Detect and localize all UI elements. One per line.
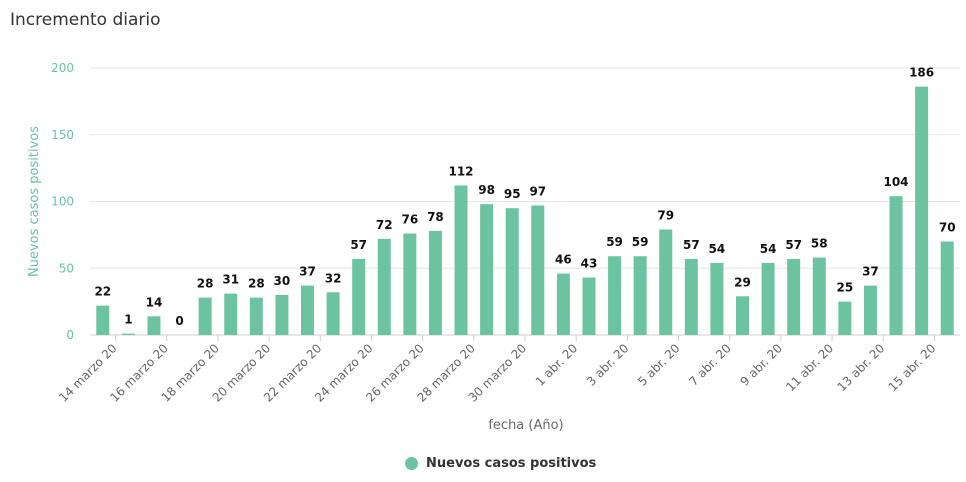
- bar[interactable]: [301, 285, 314, 335]
- data-label: 28: [197, 277, 214, 291]
- legend-label: Nuevos casos positivos: [426, 456, 597, 471]
- bar[interactable]: [863, 285, 877, 335]
- data-label: 76: [402, 213, 419, 227]
- bar[interactable]: [249, 297, 263, 335]
- data-label: 30: [274, 274, 291, 288]
- data-label: 72: [376, 218, 393, 232]
- data-label: 186: [909, 66, 934, 80]
- bar[interactable]: [198, 297, 212, 335]
- bar[interactable]: [377, 238, 391, 335]
- data-label: 1: [124, 313, 132, 327]
- bar[interactable]: [403, 233, 417, 335]
- chart-title: Incremento diario: [10, 10, 161, 30]
- data-label: 104: [883, 175, 908, 189]
- data-label: 0: [175, 314, 183, 328]
- y-tick-label: 200: [51, 61, 74, 75]
- bar[interactable]: [915, 86, 929, 335]
- data-label: 46: [555, 253, 572, 267]
- bar[interactable]: [275, 294, 289, 335]
- data-label: 31: [222, 273, 239, 287]
- legend-marker-icon: [405, 457, 418, 470]
- data-label: 59: [606, 235, 623, 249]
- bar[interactable]: [940, 241, 954, 335]
- data-label: 98: [478, 183, 495, 197]
- data-label: 37: [862, 265, 879, 279]
- data-label: 78: [427, 210, 444, 224]
- data-label: 14: [146, 295, 163, 309]
- bar[interactable]: [736, 296, 749, 335]
- y-tick-label: 0: [66, 328, 74, 342]
- bar[interactable]: [812, 257, 826, 335]
- data-label: 59: [632, 235, 649, 249]
- bar[interactable]: [889, 196, 903, 335]
- x-tick-label: 15 abr. 20: [886, 341, 939, 394]
- bar[interactable]: [659, 229, 673, 335]
- y-tick-label: 100: [51, 195, 74, 209]
- bar[interactable]: [480, 204, 494, 335]
- data-label: 28: [248, 277, 265, 291]
- bar[interactable]: [96, 305, 110, 335]
- data-label: 54: [760, 242, 777, 256]
- data-label: 22: [94, 285, 111, 299]
- x-tick-label: 5 abr. 20: [635, 341, 682, 388]
- x-tick-label: 7 abr. 20: [686, 341, 733, 388]
- data-label: 32: [325, 271, 342, 285]
- bar[interactable]: [147, 316, 161, 335]
- bar[interactable]: [556, 273, 570, 335]
- bar[interactable]: [633, 256, 647, 335]
- bar[interactable]: [710, 262, 724, 335]
- data-label: 57: [683, 238, 700, 252]
- data-label: 25: [837, 281, 854, 295]
- data-label: 37: [299, 265, 316, 279]
- bar[interactable]: [121, 333, 135, 335]
- x-axis-title: fecha (Año): [488, 418, 563, 433]
- bar[interactable]: [224, 293, 238, 335]
- data-label: 43: [581, 257, 598, 271]
- data-label: 57: [350, 238, 367, 252]
- data-label: 97: [529, 185, 546, 199]
- bar[interactable]: [582, 277, 596, 335]
- data-label: 54: [709, 242, 726, 256]
- bar[interactable]: [505, 208, 519, 335]
- data-label: 58: [811, 237, 828, 251]
- data-label: 57: [785, 238, 802, 252]
- bar[interactable]: [787, 258, 801, 335]
- bar[interactable]: [352, 258, 366, 335]
- data-label: 29: [734, 275, 751, 289]
- x-tick-label: 1 abr. 20: [533, 341, 580, 388]
- data-label: 70: [939, 221, 956, 235]
- x-tick-label: 3 abr. 20: [584, 341, 631, 388]
- x-tick-label: 9 abr. 20: [738, 341, 785, 388]
- x-tick-label: 13 abr. 20: [834, 341, 887, 394]
- bar[interactable]: [761, 262, 775, 335]
- bar[interactable]: [454, 185, 468, 335]
- bar[interactable]: [428, 230, 442, 335]
- bar[interactable]: [608, 256, 622, 335]
- x-tick-label: 11 abr. 20: [783, 341, 836, 394]
- y-axis-title: Nuevos casos positivos: [27, 126, 42, 277]
- bar[interactable]: [838, 301, 852, 335]
- y-tick-label: 50: [59, 261, 74, 275]
- data-label: 112: [448, 164, 473, 178]
- bar[interactable]: [326, 292, 340, 335]
- y-tick-label: 150: [51, 128, 74, 142]
- legend[interactable]: Nuevos casos positivos: [405, 456, 596, 471]
- data-label: 79: [657, 209, 674, 223]
- data-label: 95: [504, 187, 521, 201]
- bar[interactable]: [531, 205, 545, 335]
- bar[interactable]: [684, 258, 698, 335]
